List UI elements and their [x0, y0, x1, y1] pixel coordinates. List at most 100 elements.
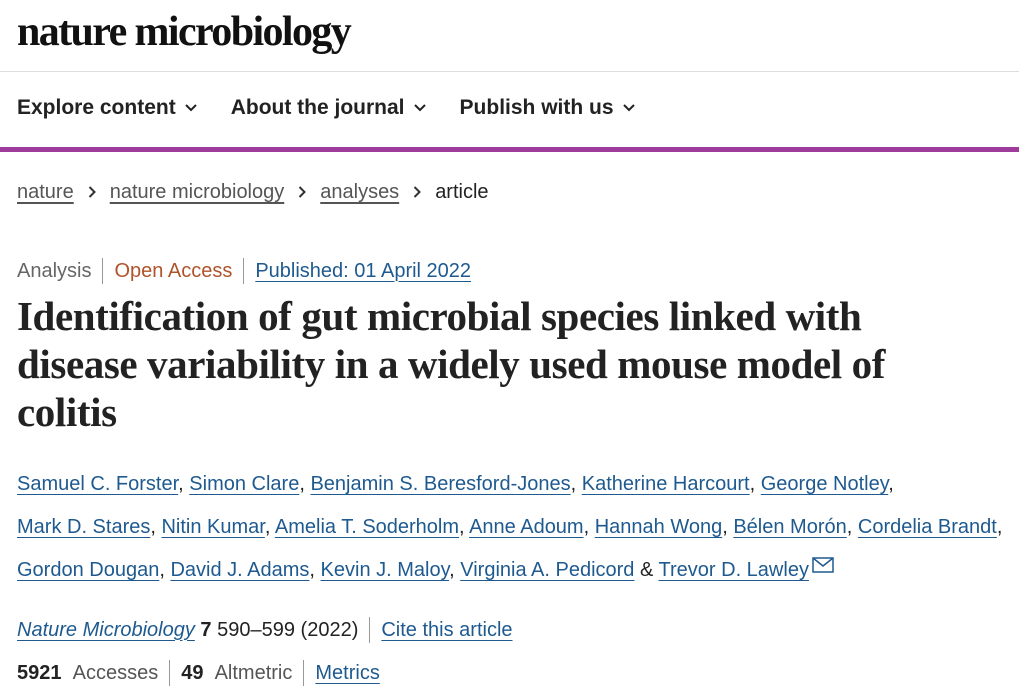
author-entry: David J. Adams, — [170, 559, 315, 581]
article-title: Identification of gut microbial species … — [17, 293, 885, 435]
author-entry: Anne Adoum, — [469, 516, 589, 538]
author[interactable]: Amelia T. Soderholm — [274, 516, 460, 538]
chevron-down — [184, 104, 197, 112]
chevron-right — [88, 186, 96, 198]
author[interactable]: David J. Adams — [170, 559, 310, 581]
separator — [369, 617, 371, 643]
author-entry: George Notley, — [761, 473, 894, 495]
author-entry: Katherine Harcourt, — [582, 473, 755, 495]
author[interactable]: Simon Clare — [189, 473, 300, 495]
chevron-right — [413, 186, 422, 198]
article-meta: Analysis Open Access Published: 01 April… — [17, 258, 471, 284]
author[interactable]: Benjamin S. Beresford-Jones — [310, 473, 571, 495]
author[interactable]: Kevin J. Maloy — [320, 559, 450, 581]
logo[interactable]: nature microbiology — [17, 9, 352, 55]
author-separator: , — [888, 473, 894, 495]
breadcrumbs: nature nature microbiology analyses article — [17, 181, 489, 204]
accesses-count: 5921 — [17, 661, 62, 684]
separator — [102, 258, 104, 284]
author-separator: , — [449, 559, 455, 581]
icon — [413, 104, 426, 112]
author[interactable]: Trevor D. Lawley — [658, 559, 809, 581]
breadcrumb: article — [435, 181, 489, 203]
author[interactable]: Bélen Morón — [733, 516, 847, 538]
author-entry: Virginia A. Pedicord — [460, 559, 634, 581]
separator — [169, 660, 171, 686]
authors: Samuel C. Forster, Simon Clare, Benjamin… — [17, 463, 1019, 592]
separator — [303, 660, 305, 686]
chevron-right — [299, 186, 307, 198]
volume: 7 — [200, 618, 212, 641]
author[interactable]: Nitin Kumar — [161, 516, 265, 538]
author[interactable]: Hannah Wong — [594, 516, 723, 538]
author-separator: , — [996, 516, 1003, 538]
author-entry: Benjamin S. Beresford-Jones, — [310, 473, 576, 495]
author-entry: Cordelia Brandt, — [858, 516, 1003, 538]
icon — [298, 181, 307, 204]
author-entry: Trevor D. Lawley — [658, 557, 834, 581]
author[interactable]: Mark D. Stares — [17, 516, 151, 538]
nav-label[interactable]: Publish with us — [459, 96, 614, 119]
author-entry: Nitin Kumar, — [161, 516, 270, 538]
author-entry: Simon Clare, — [189, 473, 305, 495]
author-separator: , — [264, 516, 271, 538]
breadcrumb[interactable]: nature — [17, 181, 74, 203]
pages: 590–599 — [217, 618, 295, 641]
icon — [184, 104, 197, 112]
author-conjunction: & — [639, 559, 654, 581]
author[interactable]: Anne Adoum — [469, 516, 584, 538]
author-entry: Bélen Morón, — [733, 516, 852, 538]
altmetric-count: 49 — [181, 661, 204, 684]
published-date[interactable]: Published: 01 April 2022 — [255, 259, 472, 282]
nav-label[interactable]: About the journal — [230, 96, 405, 119]
nav-item[interactable]: Publish with us — [460, 96, 635, 120]
author-entry: Hannah Wong, — [595, 516, 728, 538]
open-access: Open Access — [114, 259, 233, 282]
author-separator: , — [570, 473, 577, 495]
accesses-label: Accesses — [72, 661, 159, 684]
metrics-link[interactable]: Metrics — [315, 661, 380, 684]
chevron-down — [413, 104, 426, 112]
breadcrumb[interactable]: nature microbiology — [109, 181, 285, 203]
cite-link[interactable]: Cite this article — [381, 618, 513, 641]
icon — [88, 181, 96, 204]
author-separator: , — [309, 559, 315, 581]
article-type: Analysis — [17, 259, 92, 282]
journal-name[interactable]: Nature Microbiology — [17, 618, 195, 641]
author[interactable]: Samuel C. Forster — [17, 473, 179, 495]
author[interactable]: George Notley — [760, 473, 889, 495]
chevron-down — [622, 104, 635, 112]
icon — [622, 104, 635, 112]
divider — [0, 71, 1019, 72]
nav-item[interactable]: About the journal — [231, 96, 426, 120]
author-entry: Kevin J. Maloy, — [321, 559, 455, 581]
citation: Nature Microbiology 7 590–599 (2022) Cit… — [17, 617, 513, 643]
author-separator: , — [178, 473, 184, 495]
icon — [413, 181, 422, 204]
author[interactable]: Gordon Dougan — [17, 559, 160, 581]
author-separator: , — [299, 473, 305, 495]
author-entry: Mark D. Stares, — [17, 516, 156, 538]
author-separator: , — [749, 473, 756, 495]
author-entry: Amelia T. Soderholm, — [275, 516, 465, 538]
metrics: 5921 Accesses 49 Altmetric Metrics — [17, 660, 380, 686]
nav-item[interactable]: Explore content — [17, 96, 197, 120]
separator — [243, 258, 245, 284]
author[interactable]: Virginia A. Pedicord — [460, 559, 635, 581]
icon — [809, 557, 834, 581]
author-separator: , — [846, 516, 853, 538]
breadcrumb[interactable]: analyses — [320, 181, 400, 203]
author-entry: Gordon Dougan, — [17, 559, 165, 581]
nav: Explore content About the journal Publish … — [17, 96, 635, 120]
email-icon[interactable] — [812, 557, 834, 573]
author[interactable]: Cordelia Brandt — [857, 516, 997, 538]
nav-label[interactable]: Explore content — [17, 96, 176, 119]
author-entry: Samuel C. Forster, — [17, 473, 184, 495]
author[interactable]: Katherine Harcourt — [581, 473, 750, 495]
author-separator: , — [150, 516, 156, 538]
author-separator: , — [722, 516, 728, 538]
year: (2022) — [300, 618, 359, 641]
author-separator: , — [459, 516, 465, 538]
